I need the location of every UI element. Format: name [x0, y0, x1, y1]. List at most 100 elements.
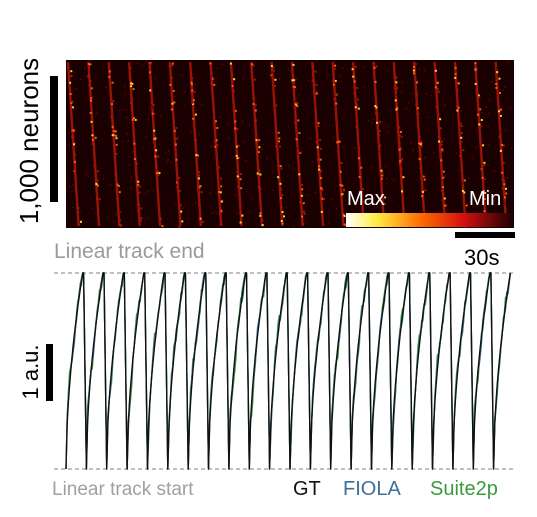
heatmap-speckle-dot	[129, 102, 132, 104]
heatmap-noise-dot	[295, 88, 297, 91]
heatmap-speckle-dot	[97, 209, 99, 211]
heatmap-noise-dot	[74, 72, 76, 74]
heatmap-noise-dot	[375, 124, 377, 126]
heatmap-noise-dot	[201, 104, 203, 106]
heatmap-noise-dot	[488, 191, 491, 193]
heatmap-speckle-dot	[295, 103, 298, 106]
heatmap-noise-dot	[487, 113, 490, 115]
heatmap-speckle-dot	[395, 76, 398, 79]
heatmap-speckle-dot	[118, 191, 121, 194]
heatmap-noise-dot	[215, 83, 217, 86]
heatmap-speckle-dot	[272, 69, 275, 72]
heatmap-noise-dot	[289, 70, 292, 73]
heatmap-speckle-dot	[373, 62, 376, 65]
heatmap-noise-dot	[73, 108, 76, 111]
heatmap-noise-dot	[487, 164, 489, 166]
heatmap-speckle-dot	[275, 145, 278, 148]
heatmap-speckle-dot	[398, 148, 401, 151]
heatmap-speckle-dot	[360, 166, 363, 169]
heatmap-speckle-dot	[503, 180, 505, 183]
heatmap-noise-dot	[493, 170, 495, 172]
heatmap-noise-dot	[242, 141, 245, 143]
heatmap-speckle-dot	[259, 187, 262, 190]
heatmap-noise-dot	[88, 60, 91, 62]
heatmap-speckle-dot	[80, 220, 82, 223]
heatmap-speckle-dot	[498, 119, 501, 122]
heatmap-speckle-dot	[298, 132, 301, 134]
heatmap-speckle-dot	[311, 74, 314, 77]
heatmap-speckle-dot	[495, 83, 498, 85]
heatmap-noise-dot	[226, 123, 229, 125]
heatmap-speckle-dot	[237, 185, 240, 188]
heatmap-speckle-dot	[255, 142, 258, 144]
heatmap-noise-dot	[151, 106, 154, 109]
heatmap-noise-dot	[239, 157, 241, 159]
heatmap-speckle-dot	[152, 103, 155, 106]
heatmap-speckle-dot	[128, 76, 131, 79]
heatmap-noise-dot	[74, 87, 77, 90]
heatmap-speckle-dot	[339, 170, 342, 173]
heatmap-noise-dot	[378, 151, 380, 153]
heatmap-noise-dot	[216, 67, 219, 70]
time-scale-label: 30s	[464, 245, 499, 270]
heatmap-speckle-dot	[357, 107, 360, 110]
heatmap-speckle-dot	[352, 75, 355, 78]
heatmap-speckle-dot	[170, 108, 173, 111]
heatmap-noise-dot	[159, 143, 161, 145]
heatmap-speckle-dot	[137, 209, 140, 212]
heatmap-speckle-dot	[465, 204, 468, 207]
heatmap-noise-dot	[262, 143, 264, 146]
heatmap-speckle-dot	[314, 70, 317, 73]
heatmap-speckle-dot	[150, 62, 152, 65]
heatmap-noise-dot	[342, 67, 344, 70]
heatmap-speckle-dot	[436, 88, 439, 91]
heatmap-speckle-dot	[220, 211, 223, 214]
heatmap-noise-dot	[395, 94, 398, 96]
heatmap-speckle-dot	[111, 134, 114, 137]
heatmap-noise-dot	[136, 62, 139, 65]
heatmap-speckle-dot	[149, 71, 152, 74]
heatmap-noise-dot	[391, 199, 394, 201]
heatmap-speckle-dot	[301, 215, 303, 218]
heatmap-noise-dot	[194, 201, 197, 204]
heatmap-speckle-dot	[360, 198, 363, 201]
heatmap-band	[209, 61, 223, 227]
heatmap-noise-dot	[124, 85, 126, 87]
heatmap-speckle-dot	[500, 108, 502, 111]
heatmap-speckle-dot	[74, 172, 77, 175]
heatmap-speckle-dot	[130, 85, 133, 88]
heatmap-noise-dot	[354, 146, 356, 149]
heatmap-speckle-dot	[483, 178, 486, 181]
heatmap-speckle-dot	[274, 84, 277, 87]
heatmap-speckle-dot	[278, 137, 281, 140]
heatmap-band	[290, 61, 304, 227]
heatmap-speckle-dot	[198, 171, 201, 174]
heatmap-speckle-dot	[233, 78, 236, 81]
heatmap-noise-dot	[314, 191, 316, 194]
heatmap-speckle-dot	[119, 219, 121, 222]
heatmap-speckle-dot	[138, 185, 141, 188]
heatmap-speckle-dot	[94, 136, 97, 139]
heatmap-speckle-dot	[134, 118, 137, 121]
heatmap-speckle-dot	[461, 132, 463, 135]
heatmap-speckle-dot	[232, 90, 235, 93]
heatmap-speckle-dot	[358, 176, 361, 178]
heatmap-speckle-dot	[438, 140, 440, 143]
heatmap-speckle-dot	[457, 106, 460, 109]
heatmap-speckle-dot	[149, 85, 152, 88]
heatmap-speckle-dot	[91, 142, 94, 145]
heatmap-noise-dot	[174, 95, 176, 98]
heatmap-speckle-dot	[418, 158, 421, 161]
heatmap-speckle-dot	[376, 112, 379, 115]
heatmap-speckle-dot	[173, 129, 176, 132]
heatmap-speckle-dot	[199, 185, 202, 187]
heatmap-speckle-dot	[323, 198, 326, 200]
heatmap-speckle-dot	[339, 184, 342, 187]
heatmap-speckle-dot	[174, 143, 177, 146]
heatmap-speckle-dot	[216, 144, 219, 147]
heatmap-speckle-dot	[319, 158, 322, 161]
neurons-scale-label: 1,000 neurons	[14, 58, 44, 224]
heatmap-speckle-dot	[254, 104, 257, 107]
heatmap-noise-dot	[115, 213, 117, 216]
heatmap-speckle-dot	[111, 81, 114, 84]
